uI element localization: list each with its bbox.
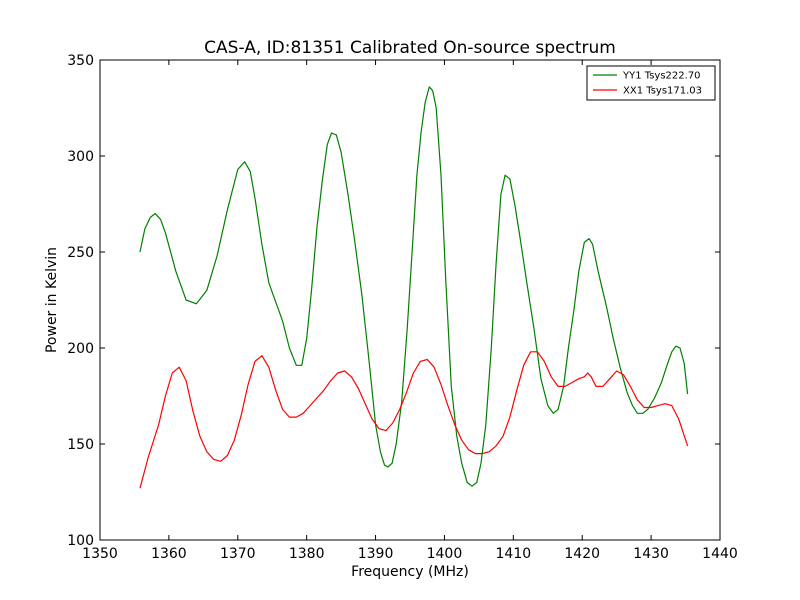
plot-background xyxy=(100,60,720,540)
series-layer xyxy=(139,86,689,489)
x-tick-label: 1370 xyxy=(220,546,256,562)
y-tick-label: 100 xyxy=(67,533,94,549)
x-tick-label: 1380 xyxy=(289,546,325,562)
x-tick-label: 1350 xyxy=(82,546,118,562)
y-tick-label: 350 xyxy=(67,53,94,69)
x-axis-label: Frequency (MHz) xyxy=(351,564,469,580)
plot-frame xyxy=(99,59,721,541)
x-tick-label: 1440 xyxy=(702,546,738,562)
legend-frame xyxy=(586,65,716,101)
x-tick-label: 1390 xyxy=(358,546,394,562)
y-tick-label: 200 xyxy=(67,341,94,357)
x-tick-label: 1420 xyxy=(564,546,600,562)
legend: YY1 Tsys222.70 XX1 Tsys171.03 xyxy=(586,65,716,101)
x-axis: 1350 1360 1370 1380 1390 1400 1410 1420 1430 1440 xyxy=(82,60,738,562)
series-line-yy1 xyxy=(139,86,689,487)
x-tick-label: 1400 xyxy=(427,546,463,562)
series-line-xx1 xyxy=(139,351,689,489)
chart-title: CAS-A, ID:81351 Calibrated On-source spe… xyxy=(204,38,616,58)
y-tick-label: 250 xyxy=(67,245,94,261)
y-axis: 100 150 200 250 300 350 xyxy=(67,53,720,549)
legend-label: XX1 Tsys171.03 xyxy=(623,86,702,97)
legend-label: YY1 Tsys222.70 xyxy=(622,71,701,82)
x-tick-label: 1360 xyxy=(151,546,187,562)
y-axis-label: Power in Kelvin xyxy=(44,247,60,353)
x-tick-label: 1430 xyxy=(633,546,669,562)
x-tick-label: 1410 xyxy=(496,546,532,562)
y-tick-label: 300 xyxy=(67,149,94,165)
plot-area xyxy=(99,59,721,541)
y-tick-label: 150 xyxy=(67,437,94,453)
